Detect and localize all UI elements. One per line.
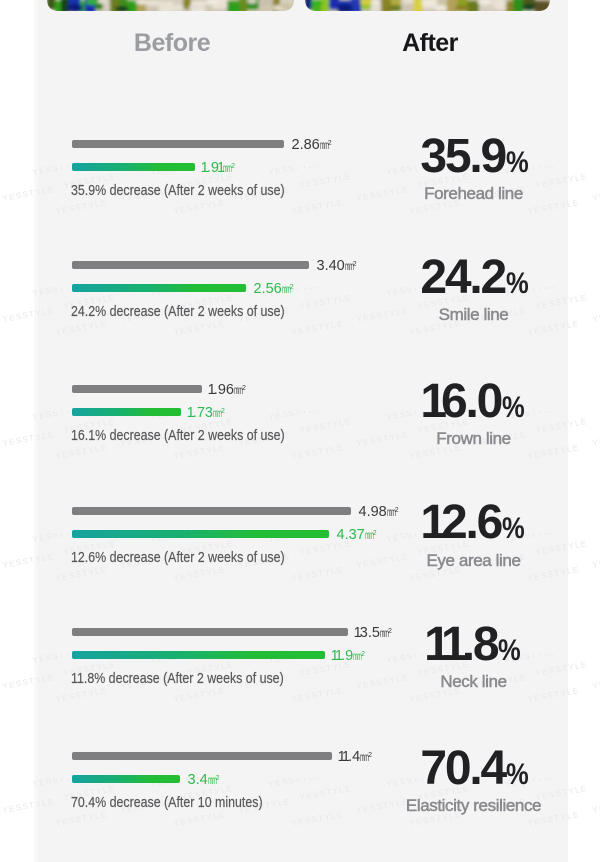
svg-text:YESSTYLE: YESSTYLE xyxy=(291,443,344,461)
svg-text:YESSTYLE: YESSTYLE xyxy=(299,784,352,802)
svg-text:YESSTYLE: YESSTYLE xyxy=(32,533,85,544)
svg-text:YESSTYLE: YESSTYLE xyxy=(592,185,600,203)
svg-text:YESSTYLE: YESSTYLE xyxy=(268,166,321,177)
svg-text:YESSTYLE: YESSTYLE xyxy=(268,533,321,544)
svg-text:YESSTYLE: YESSTYLE xyxy=(173,319,226,337)
svg-text:YESSTYLE: YESSTYLE xyxy=(386,654,439,665)
svg-text:YESSTYLE: YESSTYLE xyxy=(2,306,55,324)
svg-text:YESSTYLE: YESSTYLE xyxy=(150,533,203,544)
svg-text:YESSTYLE: YESSTYLE xyxy=(504,411,557,422)
svg-text:YESSTYLE: YESSTYLE xyxy=(173,686,226,704)
svg-text:YESSTYLE: YESSTYLE xyxy=(150,287,203,298)
svg-text:YESSTYLE: YESSTYLE xyxy=(173,443,226,461)
svg-text:YESSTYLE: YESSTYLE xyxy=(291,198,344,216)
svg-text:YESSTYLE: YESSTYLE xyxy=(2,551,55,569)
svg-text:YESSTYLE: YESSTYLE xyxy=(504,287,557,298)
svg-text:YESSTYLE: YESSTYLE xyxy=(150,654,203,665)
svg-text:YESSTYLE: YESSTYLE xyxy=(55,198,108,216)
svg-text:YESSTYLE: YESSTYLE xyxy=(32,778,85,789)
svg-text:YESSTYLE: YESSTYLE xyxy=(291,810,344,828)
svg-text:YESSTYLE: YESSTYLE xyxy=(592,551,600,569)
svg-text:YESSTYLE: YESSTYLE xyxy=(150,166,203,177)
svg-text:YESSTYLE: YESSTYLE xyxy=(299,417,352,435)
svg-text:YESSTYLE: YESSTYLE xyxy=(150,411,203,422)
svg-text:YESSTYLE: YESSTYLE xyxy=(504,778,557,789)
svg-text:YESSTYLE: YESSTYLE xyxy=(2,430,55,448)
svg-text:YESSTYLE: YESSTYLE xyxy=(32,654,85,665)
svg-text:YESSTYLE: YESSTYLE xyxy=(2,797,55,815)
svg-text:YESSTYLE: YESSTYLE xyxy=(291,564,344,582)
svg-text:YESSTYLE: YESSTYLE xyxy=(173,198,226,216)
svg-text:YESSTYLE: YESSTYLE xyxy=(386,166,439,177)
svg-text:YESSTYLE: YESSTYLE xyxy=(386,411,439,422)
svg-text:YESSTYLE: YESSTYLE xyxy=(504,533,557,544)
svg-text:YESSTYLE: YESSTYLE xyxy=(32,166,85,177)
svg-text:YESSTYLE: YESSTYLE xyxy=(268,778,321,789)
svg-text:YESSTYLE: YESSTYLE xyxy=(268,287,321,298)
svg-text:YESSTYLE: YESSTYLE xyxy=(55,564,108,582)
svg-text:YESSTYLE: YESSTYLE xyxy=(386,778,439,789)
svg-text:YESSTYLE: YESSTYLE xyxy=(55,443,108,461)
svg-text:YESSTYLE: YESSTYLE xyxy=(173,564,226,582)
svg-text:YESSTYLE: YESSTYLE xyxy=(32,411,85,422)
svg-text:YESSTYLE: YESSTYLE xyxy=(291,686,344,704)
svg-text:YESSTYLE: YESSTYLE xyxy=(32,287,85,298)
svg-text:YESSTYLE: YESSTYLE xyxy=(268,411,321,422)
svg-text:YESSTYLE: YESSTYLE xyxy=(504,654,557,665)
svg-text:YESSTYLE: YESSTYLE xyxy=(2,185,55,203)
svg-text:YESSTYLE: YESSTYLE xyxy=(150,778,203,789)
svg-text:YESSTYLE: YESSTYLE xyxy=(268,654,321,665)
svg-text:YESSTYLE: YESSTYLE xyxy=(386,287,439,298)
svg-text:YESSTYLE: YESSTYLE xyxy=(299,293,352,311)
svg-text:YESSTYLE: YESSTYLE xyxy=(2,673,55,691)
svg-text:YESSTYLE: YESSTYLE xyxy=(592,673,600,691)
svg-text:YESSTYLE: YESSTYLE xyxy=(504,166,557,177)
svg-text:YESSTYLE: YESSTYLE xyxy=(55,319,108,337)
svg-text:YESSTYLE: YESSTYLE xyxy=(173,810,226,828)
svg-text:YESSTYLE: YESSTYLE xyxy=(592,797,600,815)
svg-text:YESSTYLE: YESSTYLE xyxy=(299,172,352,190)
svg-text:YESSTYLE: YESSTYLE xyxy=(592,430,600,448)
svg-text:YESSTYLE: YESSTYLE xyxy=(55,810,108,828)
svg-text:YESSTYLE: YESSTYLE xyxy=(291,319,344,337)
svg-text:YESSTYLE: YESSTYLE xyxy=(386,533,439,544)
svg-text:YESSTYLE: YESSTYLE xyxy=(55,686,108,704)
svg-text:YESSTYLE: YESSTYLE xyxy=(592,306,600,324)
